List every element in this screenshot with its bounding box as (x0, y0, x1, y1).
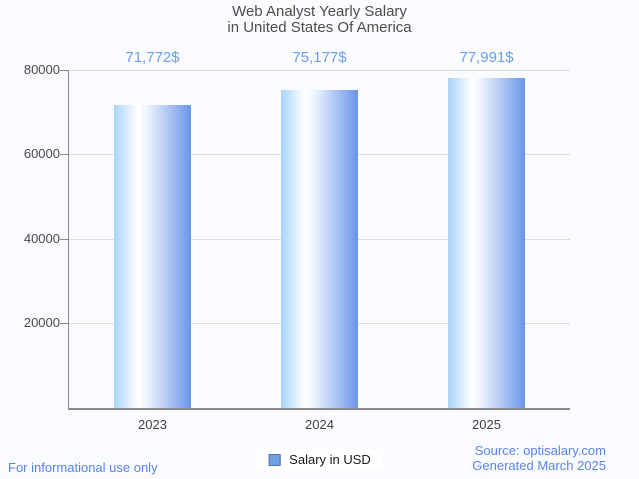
category-label-2025: 2025 (472, 417, 501, 432)
chart-title-line1: Web Analyst Yearly Salary (232, 3, 407, 20)
y-axis-label: 80000 (23, 62, 60, 77)
chart-title-line2: in United States Of America (227, 19, 412, 36)
source-text: Source: optisalary.com (474, 443, 606, 458)
chart-title: Web Analyst Yearly Salary in United Stat… (0, 4, 639, 36)
bar-2023 (114, 105, 191, 408)
plot-area: 20000 40000 60000 80000 71,772$ 2023 75,177$ 20… (24, 49, 570, 432)
y-axis-label: 40000 (23, 231, 60, 246)
value-label-2025: 77,991$ (459, 49, 514, 66)
generated-text: Generated March 2025 (472, 458, 606, 473)
value-label-2024: 75,177$ (292, 49, 347, 66)
disclaimer-text: For informational use only (8, 460, 158, 475)
y-axis-tick (60, 154, 68, 155)
gridline-80000 (69, 70, 570, 71)
legend-swatch-icon (268, 453, 281, 466)
source-block: Source: optisalary.com Generated March 2… (472, 443, 606, 473)
y-axis-tick (60, 70, 68, 71)
y-axis-tick (60, 239, 68, 240)
category-label-2024: 2024 (305, 417, 334, 432)
category-label-2023: 2023 (138, 417, 167, 432)
y-axis-tick (60, 323, 68, 324)
bar-2025 (448, 78, 525, 408)
legend: Salary in USD (256, 449, 383, 470)
bar-2024 (281, 90, 358, 408)
y-axis-label: 60000 (23, 146, 60, 161)
legend-label: Salary in USD (289, 452, 371, 467)
value-label-2023: 71,772$ (125, 49, 180, 66)
y-axis-label: 20000 (23, 315, 60, 330)
